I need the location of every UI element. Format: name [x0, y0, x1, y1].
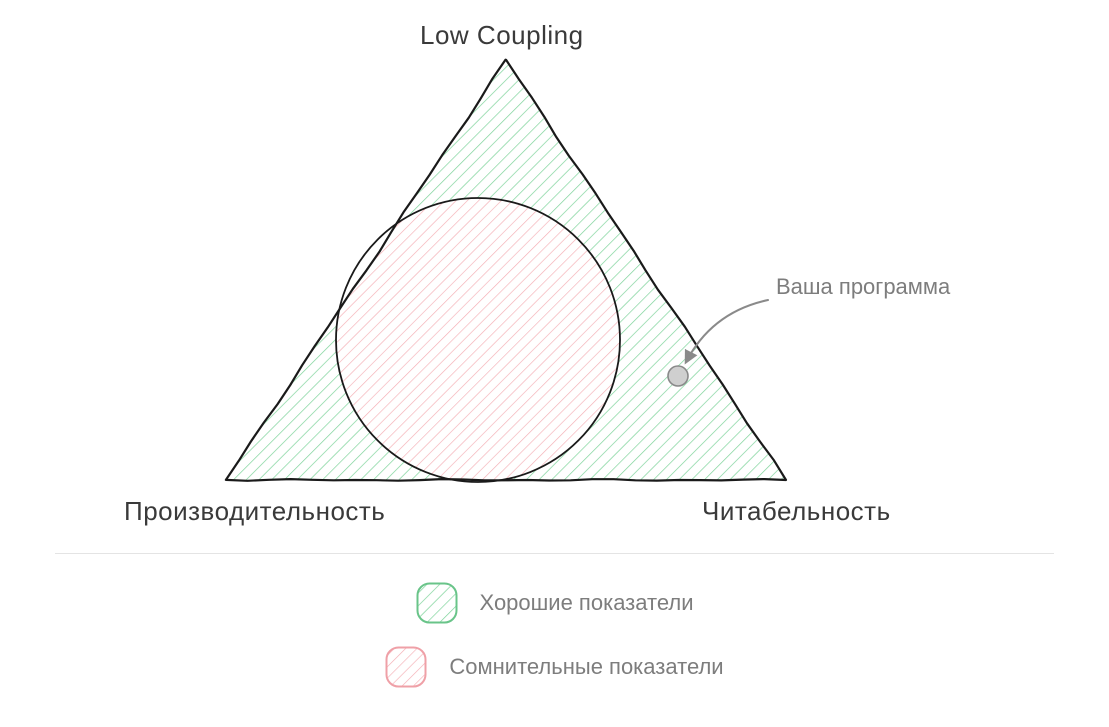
legend: Хорошие показатели Сомнительные показате…	[0, 582, 1109, 688]
legend-label-doubtful: Сомнительные показатели	[449, 654, 723, 680]
diagram-stage: Low Coupling Производительность Читабель…	[0, 0, 1109, 727]
vertex-label-left: Производительность	[124, 496, 385, 527]
annotation-label: Ваша программа	[776, 274, 950, 300]
legend-item-good: Хорошие показатели	[416, 582, 694, 624]
vertex-label-top: Low Coupling	[420, 20, 584, 51]
marker-dot	[668, 366, 688, 386]
legend-swatch-good	[416, 582, 458, 624]
legend-item-doubtful: Сомнительные показатели	[385, 646, 723, 688]
legend-label-good: Хорошие показатели	[480, 590, 694, 616]
vertex-label-right: Читабельность	[702, 496, 891, 527]
divider	[55, 553, 1054, 554]
legend-swatch-doubtful	[385, 646, 427, 688]
